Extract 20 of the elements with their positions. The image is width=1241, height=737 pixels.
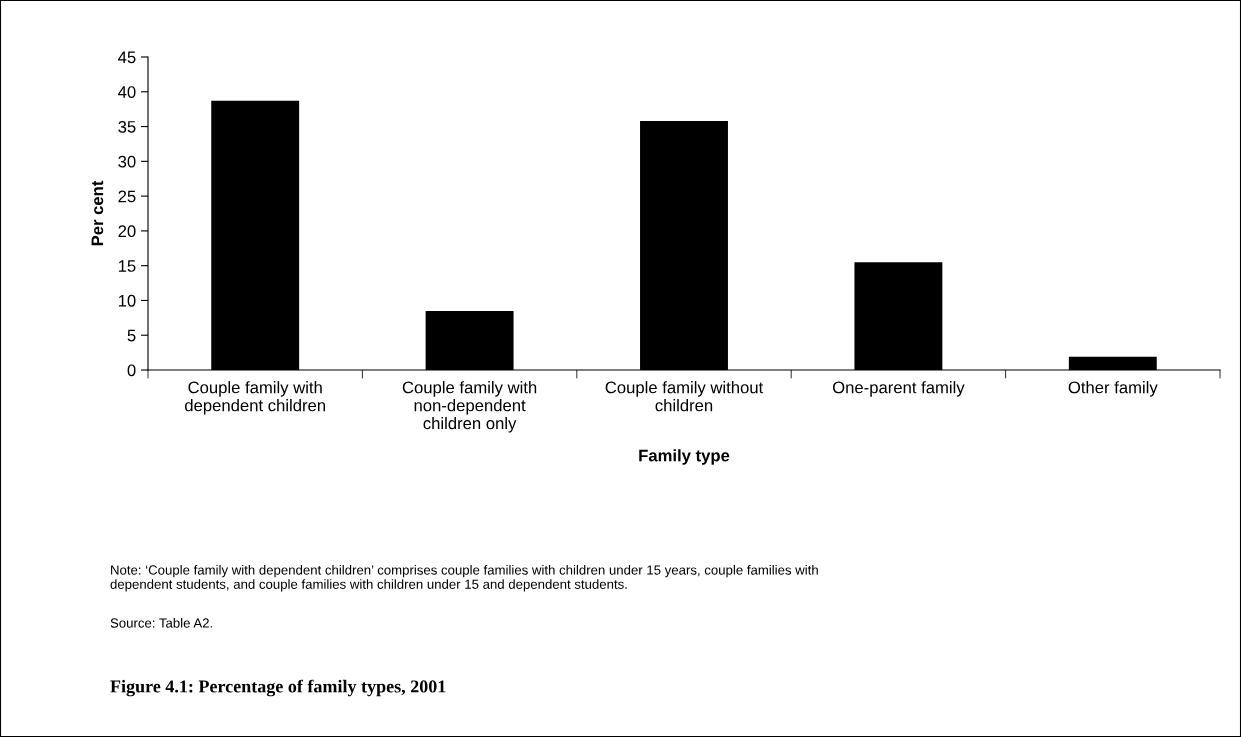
x-tick-label: Other family xyxy=(1068,381,1158,397)
y-tick-label: 10 xyxy=(118,294,136,307)
y-tick-label: 20 xyxy=(118,225,136,238)
text: Note: ‘Couple family with dependent children’ comprises couple families with children under 15 years, couple families with dependent students, and couple families with children under 15 and dependent students. xyxy=(110,565,818,592)
y-tick-label: 45 xyxy=(118,51,136,64)
x-tick-label: Couple family with non-dependent children only xyxy=(402,381,537,433)
x-tick-label: Couple family without children xyxy=(605,381,764,412)
x-tick-label: Couple family with dependent children xyxy=(185,381,326,415)
y-tick-label: 15 xyxy=(118,260,136,272)
y-tick-label: 5 xyxy=(127,329,136,342)
source-note: Source: Table A2. xyxy=(110,618,212,628)
y-tick-label: 40 xyxy=(118,86,136,98)
text: Figure 4.1: Percentage of family types, 2001 xyxy=(110,679,446,697)
y-tick-label: 25 xyxy=(118,190,136,203)
x-tick-label: One-parent family xyxy=(832,381,965,397)
x-axis-title: Family type xyxy=(639,449,730,465)
y-tick-label: 30 xyxy=(118,155,136,168)
y-tick-label: 35 xyxy=(118,120,136,133)
y-axis-title: Per cent xyxy=(91,180,104,246)
y-tick-label: 0 xyxy=(127,364,136,377)
